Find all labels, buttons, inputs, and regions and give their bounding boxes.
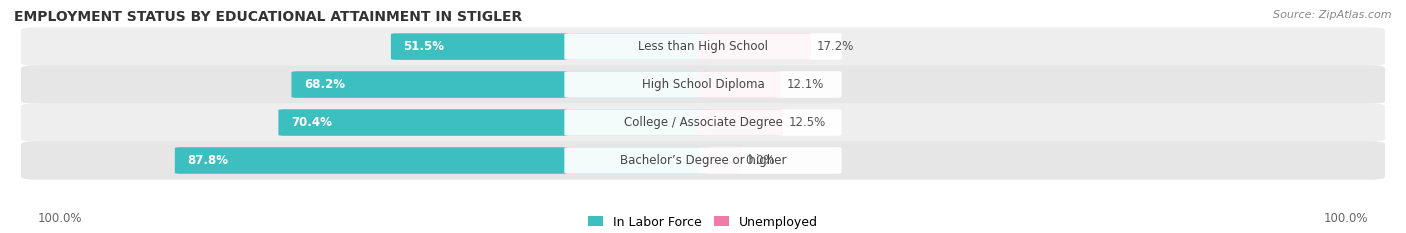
FancyBboxPatch shape [291, 71, 709, 98]
Text: 12.5%: 12.5% [789, 116, 825, 129]
Text: 100.0%: 100.0% [38, 212, 83, 225]
FancyBboxPatch shape [391, 33, 709, 60]
Legend: In Labor Force, Unemployed: In Labor Force, Unemployed [588, 216, 818, 229]
Text: 100.0%: 100.0% [1323, 212, 1368, 225]
FancyBboxPatch shape [699, 147, 742, 174]
FancyBboxPatch shape [564, 147, 842, 174]
Text: 68.2%: 68.2% [304, 78, 344, 91]
FancyBboxPatch shape [564, 109, 842, 136]
Text: College / Associate Degree: College / Associate Degree [624, 116, 782, 129]
FancyBboxPatch shape [21, 141, 1385, 180]
Text: 70.4%: 70.4% [291, 116, 332, 129]
Text: 87.8%: 87.8% [187, 154, 228, 167]
Text: Source: ZipAtlas.com: Source: ZipAtlas.com [1274, 10, 1392, 20]
FancyBboxPatch shape [21, 103, 1385, 142]
Text: Bachelor’s Degree or higher: Bachelor’s Degree or higher [620, 154, 786, 167]
Text: EMPLOYMENT STATUS BY EDUCATIONAL ATTAINMENT IN STIGLER: EMPLOYMENT STATUS BY EDUCATIONAL ATTAINM… [14, 10, 522, 24]
FancyBboxPatch shape [21, 27, 1385, 66]
Text: 12.1%: 12.1% [786, 78, 824, 91]
FancyBboxPatch shape [564, 33, 842, 60]
FancyBboxPatch shape [278, 109, 709, 136]
Text: 0.0%: 0.0% [745, 154, 775, 167]
Text: High School Diploma: High School Diploma [641, 78, 765, 91]
FancyBboxPatch shape [697, 71, 780, 98]
Text: 51.5%: 51.5% [404, 40, 444, 53]
Text: Less than High School: Less than High School [638, 40, 768, 53]
FancyBboxPatch shape [697, 109, 783, 136]
FancyBboxPatch shape [697, 33, 811, 60]
Text: 17.2%: 17.2% [817, 40, 853, 53]
FancyBboxPatch shape [564, 71, 842, 98]
FancyBboxPatch shape [174, 147, 709, 174]
FancyBboxPatch shape [21, 65, 1385, 104]
